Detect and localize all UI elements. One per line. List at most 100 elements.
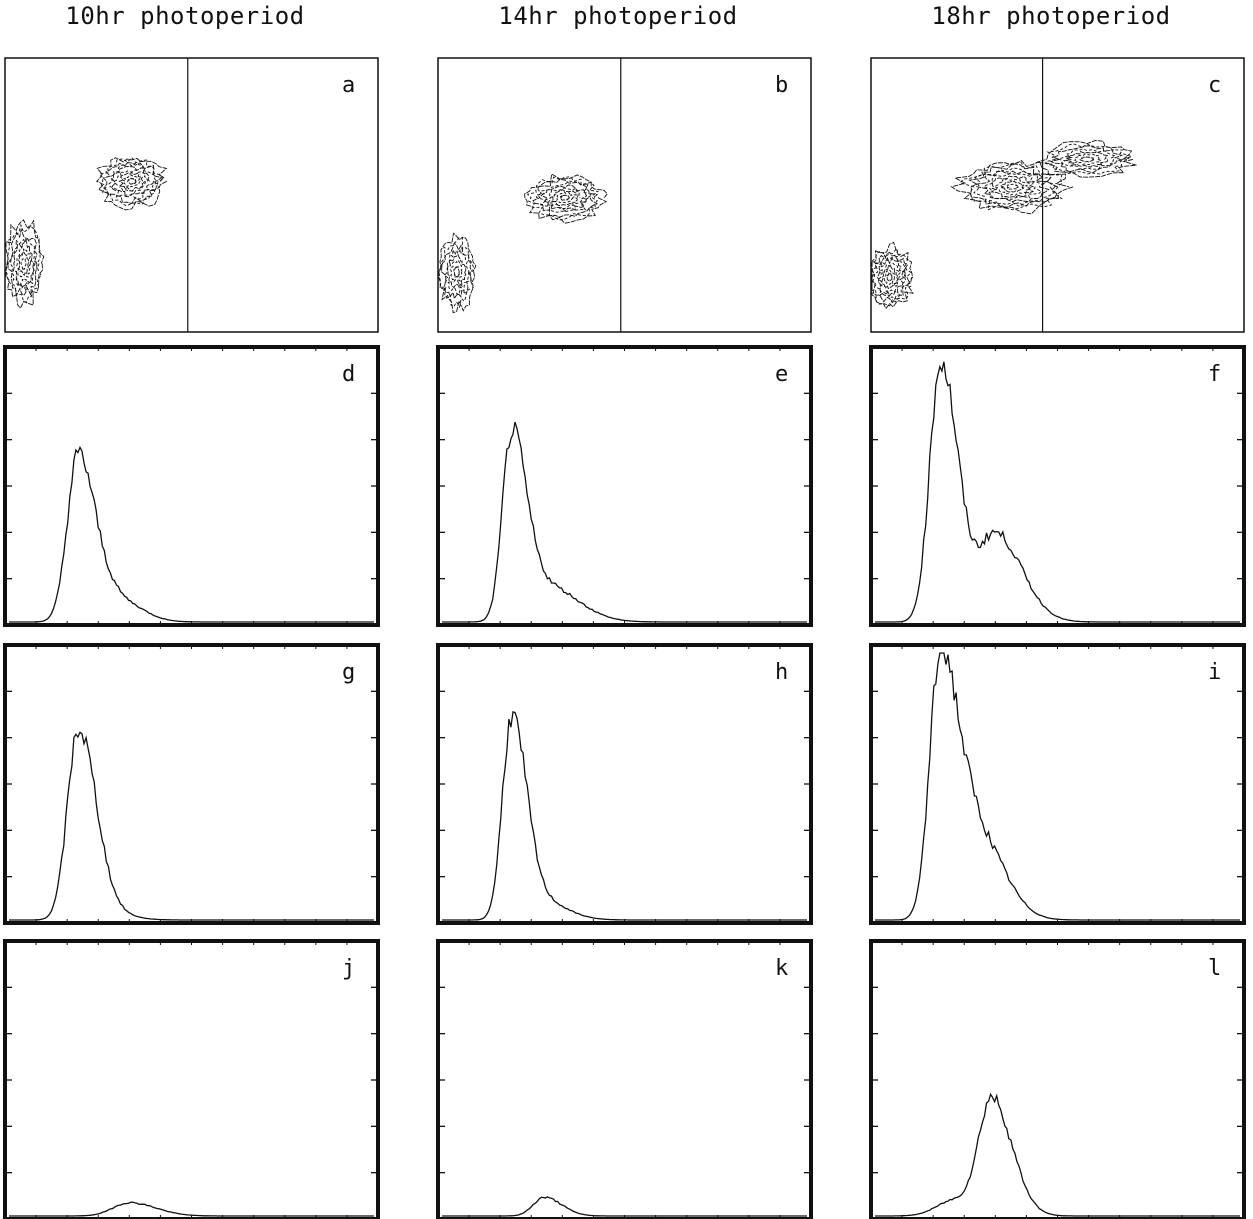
panel-letter: i bbox=[1208, 660, 1221, 685]
contour-line bbox=[1073, 153, 1102, 165]
panel-d: d bbox=[3, 345, 380, 627]
panel-letter: j bbox=[342, 956, 355, 981]
contour-line bbox=[871, 247, 914, 307]
column-title-14hr: 14hr photoperiod bbox=[498, 2, 738, 30]
contour-line bbox=[5, 223, 43, 303]
contour-line bbox=[555, 191, 575, 204]
contour-line bbox=[16, 244, 32, 282]
panel-frame bbox=[436, 939, 813, 1219]
contour-line bbox=[544, 187, 585, 210]
panel-frame bbox=[436, 643, 813, 925]
panel-frame bbox=[436, 345, 813, 627]
contour-line bbox=[1006, 183, 1019, 191]
panel-h: h bbox=[436, 643, 813, 925]
panel-letter: k bbox=[775, 956, 788, 981]
panel-frame bbox=[3, 345, 380, 627]
contour-line bbox=[95, 157, 168, 211]
panel-frame bbox=[3, 939, 380, 1219]
contour-line bbox=[526, 176, 600, 221]
panel-letter: f bbox=[1208, 362, 1221, 387]
contour-line bbox=[883, 270, 896, 286]
contour-line bbox=[999, 180, 1025, 193]
contour-line bbox=[438, 236, 474, 309]
contour-line bbox=[877, 262, 902, 292]
panel-letter: g bbox=[342, 660, 355, 685]
contour-line bbox=[447, 253, 467, 289]
contour-line bbox=[450, 259, 463, 285]
contour-line bbox=[968, 163, 1058, 209]
contour-line bbox=[1056, 148, 1117, 170]
column-title-10hr: 10hr photoperiod bbox=[65, 2, 305, 30]
histogram-trace bbox=[9, 445, 374, 623]
panel-a: a bbox=[4, 57, 379, 333]
contour-line bbox=[5, 219, 45, 309]
histogram-trace bbox=[875, 361, 1240, 623]
contour-line bbox=[540, 184, 588, 212]
panel-letter: h bbox=[775, 660, 788, 685]
contour-line bbox=[535, 180, 594, 213]
contour-line bbox=[560, 194, 571, 201]
contour-line bbox=[886, 272, 893, 282]
contour-line bbox=[108, 161, 157, 200]
panel-letter: b bbox=[775, 73, 788, 98]
panel-c: c bbox=[870, 57, 1245, 333]
panel-frame bbox=[4, 57, 379, 333]
contour-line bbox=[98, 156, 165, 207]
panel-letter: c bbox=[1208, 73, 1221, 98]
histogram-trace bbox=[442, 711, 807, 921]
contour-line bbox=[12, 238, 35, 288]
panel-b: b bbox=[437, 57, 812, 333]
contour-line bbox=[102, 162, 163, 205]
contour-line bbox=[990, 175, 1035, 198]
contour-line bbox=[7, 227, 38, 298]
panel-frame bbox=[869, 643, 1246, 925]
panel-letter: l bbox=[1208, 956, 1221, 981]
contour-line bbox=[1049, 145, 1124, 174]
contour-line bbox=[127, 177, 137, 185]
histogram-trace bbox=[9, 1201, 374, 1217]
contour-line bbox=[973, 167, 1056, 208]
contour-line bbox=[524, 173, 608, 224]
contour-line bbox=[1044, 143, 1134, 175]
panel-letter: d bbox=[342, 362, 355, 387]
contour-line bbox=[438, 232, 477, 314]
panel-letter: a bbox=[342, 73, 355, 98]
panel-frame bbox=[869, 345, 1246, 627]
contour-line bbox=[950, 160, 1074, 215]
histogram-trace bbox=[875, 652, 1240, 921]
histogram-trace bbox=[9, 731, 374, 921]
contour-line bbox=[993, 177, 1032, 196]
contour-line bbox=[982, 173, 1045, 200]
contour-line bbox=[121, 174, 141, 188]
panel-e: e bbox=[436, 345, 813, 627]
histogram-trace bbox=[875, 1092, 1240, 1217]
contour-line bbox=[20, 257, 27, 271]
panel-l: l bbox=[869, 939, 1246, 1219]
contour-line bbox=[550, 189, 580, 206]
panel-frame bbox=[3, 643, 380, 925]
contour-line bbox=[118, 171, 145, 192]
panel-f: f bbox=[869, 345, 1246, 627]
panel-frame bbox=[869, 939, 1246, 1219]
panel-i: i bbox=[869, 643, 1246, 925]
contour-line bbox=[876, 257, 905, 297]
histogram-trace bbox=[442, 421, 807, 623]
panel-frame bbox=[437, 57, 812, 333]
column-title-18hr: 18hr photoperiod bbox=[931, 2, 1171, 30]
contour-line bbox=[975, 170, 1050, 203]
histogram-trace bbox=[442, 1196, 807, 1217]
contour-line bbox=[9, 237, 38, 292]
contour-line bbox=[1079, 156, 1095, 163]
panel-letter: e bbox=[775, 362, 788, 387]
contour-line bbox=[440, 242, 473, 300]
panel-frame bbox=[870, 57, 1245, 333]
panel-k: k bbox=[436, 939, 813, 1219]
contour-line bbox=[959, 161, 1064, 211]
contour-line bbox=[453, 265, 460, 278]
panel-g: g bbox=[3, 643, 380, 925]
contour-line bbox=[881, 265, 899, 289]
panel-j: j bbox=[3, 939, 380, 1219]
contour-line bbox=[1065, 151, 1109, 168]
contour-line bbox=[113, 169, 149, 194]
